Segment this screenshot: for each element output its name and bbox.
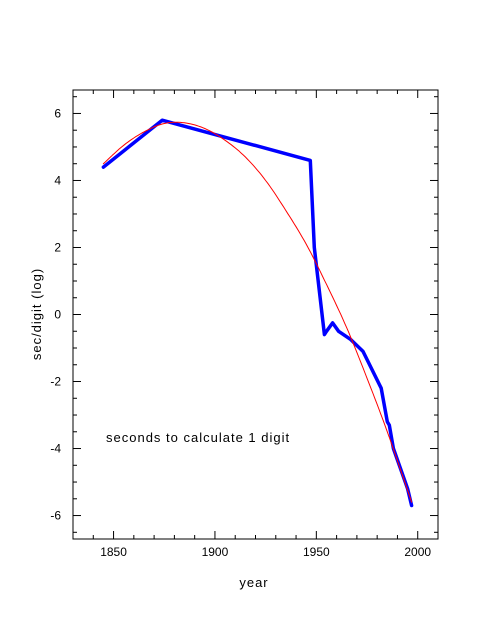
x-tick-label: 1900 bbox=[202, 545, 229, 559]
series-line-fit bbox=[102, 121, 413, 503]
y-tick-label: -4 bbox=[50, 442, 61, 456]
chart-annotation: seconds to calculate 1 digit bbox=[106, 430, 290, 445]
x-tick-labels: 1850 1900 1950 2000 bbox=[100, 545, 431, 559]
y-axis-label: sec/digit (log) bbox=[29, 268, 44, 360]
axis-ticks bbox=[72, 90, 439, 539]
y-tick-label: -6 bbox=[50, 509, 61, 523]
y-tick-label: -2 bbox=[50, 375, 61, 389]
x-tick-label: 2000 bbox=[404, 545, 431, 559]
y-tick-label: 6 bbox=[54, 106, 61, 120]
y-tick-label: 0 bbox=[54, 308, 61, 322]
series-layer bbox=[101, 118, 414, 508]
y-tick-label: 2 bbox=[54, 240, 61, 254]
x-tick-label: 1950 bbox=[303, 545, 330, 559]
plot-frame bbox=[72, 89, 439, 540]
series-line-measured bbox=[101, 118, 414, 508]
x-tick-label: 1850 bbox=[100, 545, 127, 559]
x-axis-label: year bbox=[239, 575, 268, 590]
y-tick-label: 4 bbox=[54, 173, 61, 187]
y-tick-labels: -6 -4 -2 0 2 4 6 bbox=[50, 106, 61, 522]
